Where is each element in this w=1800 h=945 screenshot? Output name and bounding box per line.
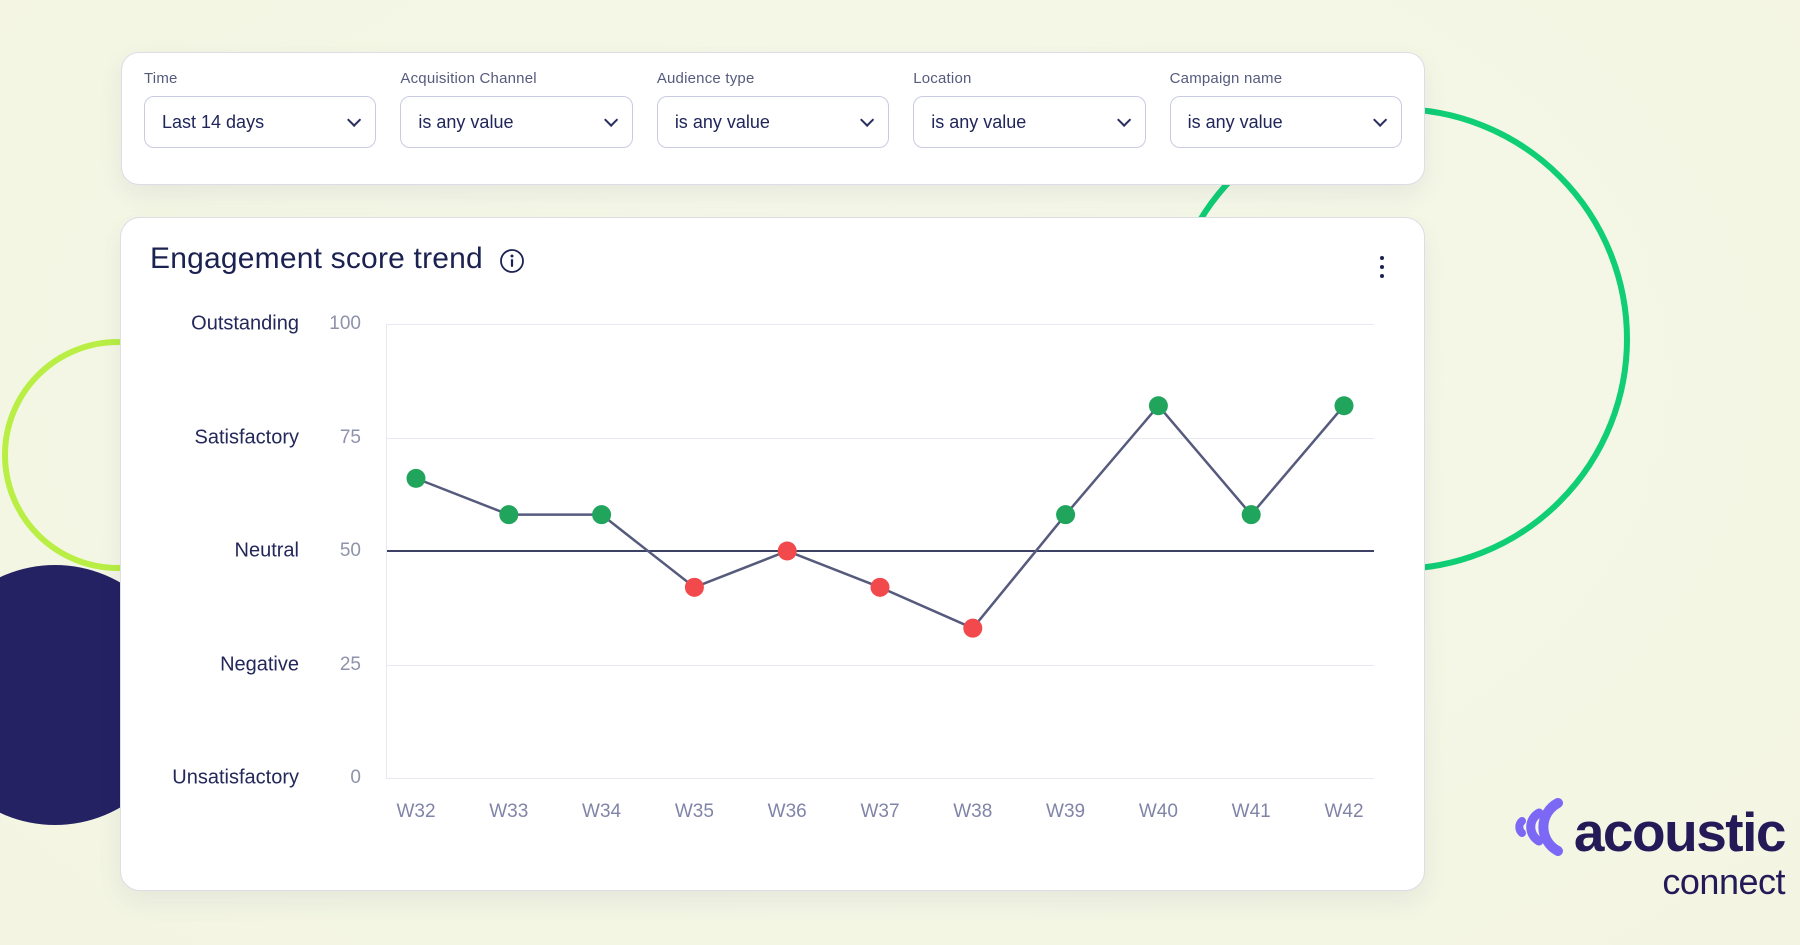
dropdown-value-location: is any value: [931, 111, 1027, 132]
y-axis-tick-value: 75: [339, 426, 361, 448]
gridline: [386, 778, 1374, 779]
x-axis-tick-label: W35: [674, 801, 714, 822]
filter-time: Time Last 14 days: [144, 70, 377, 184]
filter-label-acquisition-channel: Acquisition Channel: [400, 70, 537, 87]
y-axis-category-label: Unsatisfactory: [172, 766, 299, 789]
filter-campaign-name: Campaign name is any value: [1169, 70, 1403, 184]
x-axis-tick-label: W39: [1046, 801, 1086, 822]
neutral-threshold-line: [386, 550, 1374, 552]
filter-label-audience-type: Audience type: [656, 70, 755, 87]
x-axis-tick-label: W38: [953, 801, 993, 822]
dropdown-value-campaign-name: is any value: [1187, 111, 1283, 132]
dropdown-acquisition-channel[interactable]: is any value: [400, 96, 633, 148]
y-axis-line: [386, 324, 387, 778]
x-axis-tick-label: W33: [489, 801, 529, 822]
data-point-W35[interactable]: [684, 577, 704, 597]
y-axis-category-label: Outstanding: [191, 312, 299, 335]
y-axis-tick-value: 25: [339, 653, 361, 675]
gridline: [386, 324, 1374, 325]
chevron-down-icon: [347, 112, 362, 127]
data-point-W38[interactable]: [963, 618, 983, 638]
dropdown-time[interactable]: Last 14 days: [144, 96, 377, 148]
y-axis-tick-value: 0: [350, 767, 361, 788]
chevron-down-icon: [603, 112, 619, 127]
chevron-down-icon: [1373, 112, 1388, 127]
kebab-menu-icon[interactable]: [1374, 250, 1390, 284]
data-point-W40[interactable]: [1148, 396, 1168, 416]
y-axis-tick-value: 50: [339, 540, 361, 561]
filter-location: Location is any value: [913, 70, 1146, 184]
y-axis-category-label: Neutral: [234, 539, 299, 562]
x-axis-tick-label: W32: [396, 801, 436, 822]
dropdown-value-acquisition-channel: is any value: [418, 111, 514, 132]
trend-line-svg: [406, 396, 1354, 638]
acoustic-logo: acoustic connect: [1512, 793, 1787, 903]
logo-brand: acoustic: [1573, 800, 1787, 863]
chevron-down-icon: [860, 112, 875, 127]
chevron-down-icon: [1116, 112, 1131, 127]
x-axis-tick-label: W37: [860, 801, 900, 822]
info-icon[interactable]: [499, 248, 525, 274]
x-axis-tick-label: W40: [1138, 801, 1178, 822]
sound-waves-icon: [1515, 798, 1563, 856]
filter-audience-type: Audience type is any value: [656, 70, 890, 184]
x-axis-tick-label: W36: [767, 801, 807, 822]
filter-label-time: Time: [144, 70, 178, 87]
logo-product: connect: [1662, 861, 1785, 902]
y-axis-tick-value: 100: [329, 313, 361, 334]
filter-acquisition-channel: Acquisition Channel is any value: [400, 70, 633, 184]
dropdown-value-time: Last 14 days: [162, 111, 265, 132]
data-point-W37[interactable]: [870, 577, 890, 597]
data-point-W41[interactable]: [1241, 505, 1261, 525]
chart-title: Engagement score trend: [150, 242, 483, 275]
filter-label-location: Location: [913, 70, 972, 87]
data-point-W34[interactable]: [592, 505, 612, 525]
dropdown-value-audience-type: is any value: [674, 111, 770, 132]
engagement-score-card: Engagement score trend Outstanding 100 Sat…: [120, 217, 1425, 891]
data-point-W36[interactable]: [777, 541, 797, 561]
y-axis-category-label: Satisfactory: [194, 426, 299, 448]
data-point-W33[interactable]: [499, 505, 519, 525]
gridline: [386, 437, 1374, 439]
x-axis-tick-label: W34: [582, 801, 622, 822]
x-axis-tick-label: W42: [1324, 801, 1364, 822]
filter-label-campaign-name: Campaign name: [1169, 70, 1283, 87]
data-point-W42[interactable]: [1334, 396, 1354, 416]
chart-card-header: Engagement score trend: [150, 242, 525, 276]
trend-chart: Outstanding 100 Satisfactory 75 Neutral 50 Neg…: [121, 218, 1424, 890]
dropdown-location[interactable]: is any value: [913, 96, 1146, 148]
gridline: [386, 664, 1374, 666]
filter-bar: Time Last 14 days Acquisition Channel is an…: [121, 52, 1425, 185]
data-point-W32[interactable]: [406, 468, 426, 488]
dropdown-campaign-name[interactable]: is any value: [1169, 96, 1403, 148]
x-axis-tick-label: W41: [1231, 801, 1271, 822]
data-point-W39[interactable]: [1056, 505, 1076, 525]
y-axis-category-label: Negative: [220, 653, 299, 675]
dropdown-audience-type[interactable]: is any value: [656, 96, 890, 148]
